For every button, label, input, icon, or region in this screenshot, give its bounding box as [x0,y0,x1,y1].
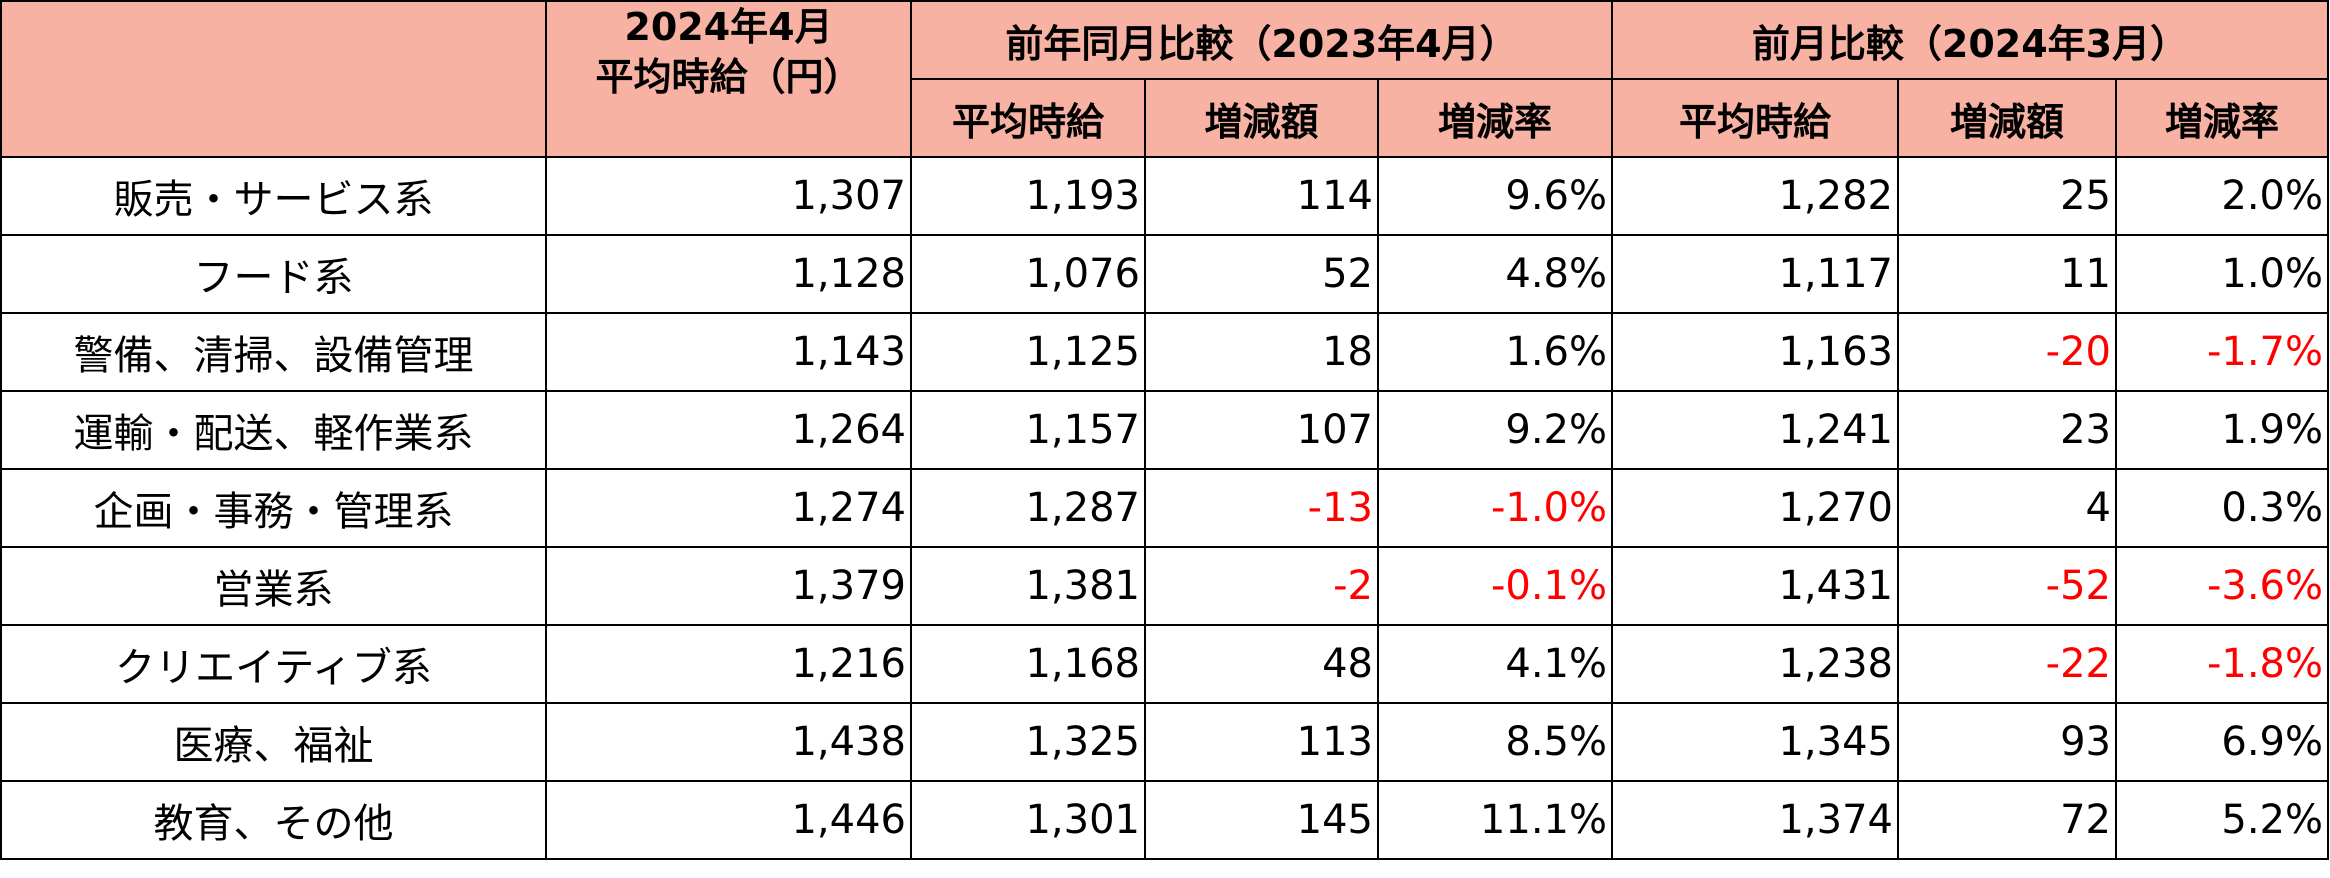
mom-diff-header: 増減額 [1897,78,2117,158]
mom-rate-cell: 0.3% [2114,468,2330,548]
mom-avg-cell: 1,431 [1611,546,1899,626]
yoy-rate-header: 増減率 [1377,78,1613,158]
mom-avg-cell: 1,282 [1611,156,1899,236]
yoy-group-header: 前年同月比較（2023年4月） [910,0,1613,80]
mom-avg-cell: 1,117 [1611,234,1899,314]
table-row: 教育、その他 1,446 1,301 145 11.1% 1,374 72 5.2% [0,780,2330,860]
current-wage-cell: 1,379 [545,546,912,626]
yoy-diff-cell: 113 [1144,702,1379,782]
current-wage-cell: 1,264 [545,390,912,470]
corner-header-cell [0,0,547,158]
yoy-diff-cell: 145 [1144,780,1379,860]
current-wage-header-line2: 平均時給（円） [595,55,862,99]
yoy-diff-cell: 114 [1144,156,1379,236]
yoy-rate-cell: 9.2% [1377,390,1613,470]
yoy-rate-cell: 4.8% [1377,234,1613,314]
yoy-diff-header: 増減額 [1144,78,1379,158]
category-cell: 営業系 [0,546,547,626]
mom-diff-cell: 72 [1897,780,2117,860]
yoy-diff-cell: -13 [1144,468,1379,548]
current-wage-cell: 1,438 [545,702,912,782]
mom-avg-cell: 1,241 [1611,390,1899,470]
current-wage-cell: 1,274 [545,468,912,548]
category-cell: 企画・事務・管理系 [0,468,547,548]
mom-group-header: 前月比較（2024年3月） [1610,0,2330,80]
yoy-diff-cell: -2 [1144,546,1379,626]
table-row: 販売・サービス系 1,307 1,193 114 9.6% 1,282 25 2.0% [0,156,2330,236]
category-cell: 医療、福祉 [0,702,547,782]
yoy-diff-cell: 18 [1144,312,1379,392]
yoy-rate-cell: 8.5% [1377,702,1613,782]
mom-rate-cell: 5.2% [2114,780,2330,860]
yoy-avg-header: 平均時給 [910,78,1146,158]
mom-avg-cell: 1,238 [1611,624,1899,704]
yoy-avg-cell: 1,157 [910,390,1146,470]
yoy-diff-cell: 52 [1144,234,1379,314]
category-cell: 販売・サービス系 [0,156,547,236]
yoy-avg-cell: 1,381 [910,546,1146,626]
table-row: クリエイティブ系 1,216 1,168 48 4.1% 1,238 -22 -1.8% [0,624,2330,704]
yoy-rate-cell: 4.1% [1377,624,1613,704]
mom-diff-cell: 25 [1897,156,2117,236]
current-wage-cell: 1,446 [545,780,912,860]
mom-avg-cell: 1,345 [1611,702,1899,782]
category-cell: 運輸・配送、軽作業系 [0,390,547,470]
category-cell: クリエイティブ系 [0,624,547,704]
category-cell: 警備、清掃、設備管理 [0,312,547,392]
table-row: 企画・事務・管理系 1,274 1,287 -13 -1.0% 1,270 4 0.3% [0,468,2330,548]
yoy-avg-cell: 1,325 [910,702,1146,782]
yoy-avg-cell: 1,168 [910,624,1146,704]
yoy-rate-cell: -0.1% [1377,546,1613,626]
mom-rate-cell: -1.7% [2114,312,2330,392]
yoy-rate-cell: -1.0% [1377,468,1613,548]
category-cell: 教育、その他 [0,780,547,860]
yoy-avg-cell: 1,076 [910,234,1146,314]
yoy-avg-cell: 1,301 [910,780,1146,860]
mom-rate-cell: 1.9% [2114,390,2330,470]
category-cell: フード系 [0,234,547,314]
table-row: 医療、福祉 1,438 1,325 113 8.5% 1,345 93 6.9% [0,702,2330,782]
yoy-rate-cell: 9.6% [1377,156,1613,236]
yoy-rate-cell: 1.6% [1377,312,1613,392]
yoy-diff-cell: 107 [1144,390,1379,470]
yoy-diff-cell: 48 [1144,624,1379,704]
mom-diff-cell: 4 [1897,468,2117,548]
mom-rate-cell: 2.0% [2114,156,2330,236]
mom-diff-cell: 93 [1897,702,2117,782]
table-row: 警備、清掃、設備管理 1,143 1,125 18 1.6% 1,163 -20 -1.7% [0,312,2330,392]
mom-rate-cell: 1.0% [2114,234,2330,314]
table-body: 販売・サービス系 1,307 1,193 114 9.6% 1,282 25 2.0% フード系… [0,156,2330,860]
yoy-avg-cell: 1,193 [910,156,1146,236]
mom-avg-cell: 1,163 [1611,312,1899,392]
mom-diff-cell: -22 [1897,624,2117,704]
table-row: 運輸・配送、軽作業系 1,264 1,157 107 9.2% 1,241 23 1.9% [0,390,2330,470]
current-wage-cell: 1,143 [545,312,912,392]
current-wage-cell: 1,216 [545,624,912,704]
current-wage-cell: 1,128 [545,234,912,314]
yoy-avg-cell: 1,125 [910,312,1146,392]
mom-diff-cell: 11 [1897,234,2117,314]
mom-rate-cell: -3.6% [2114,546,2330,626]
current-wage-header: 2024年4月 平均時給（円） [545,0,912,158]
mom-rate-header: 増減率 [2114,78,2330,158]
mom-avg-cell: 1,374 [1611,780,1899,860]
current-wage-header-line1: 2024年4月 [624,5,833,49]
mom-diff-cell: -52 [1897,546,2117,626]
mom-avg-header: 平均時給 [1611,78,1899,158]
table-row: フード系 1,128 1,076 52 4.8% 1,117 11 1.0% [0,234,2330,314]
mom-avg-cell: 1,270 [1611,468,1899,548]
wage-comparison-table: 2024年4月 平均時給（円） 前年同月比較（2023年4月） 前月比較（202… [0,0,2330,860]
yoy-avg-cell: 1,287 [910,468,1146,548]
mom-rate-cell: -1.8% [2114,624,2330,704]
current-wage-cell: 1,307 [545,156,912,236]
mom-diff-cell: 23 [1897,390,2117,470]
mom-diff-cell: -20 [1897,312,2117,392]
table-row: 営業系 1,379 1,381 -2 -0.1% 1,431 -52 -3.6% [0,546,2330,626]
mom-rate-cell: 6.9% [2114,702,2330,782]
yoy-rate-cell: 11.1% [1377,780,1613,860]
